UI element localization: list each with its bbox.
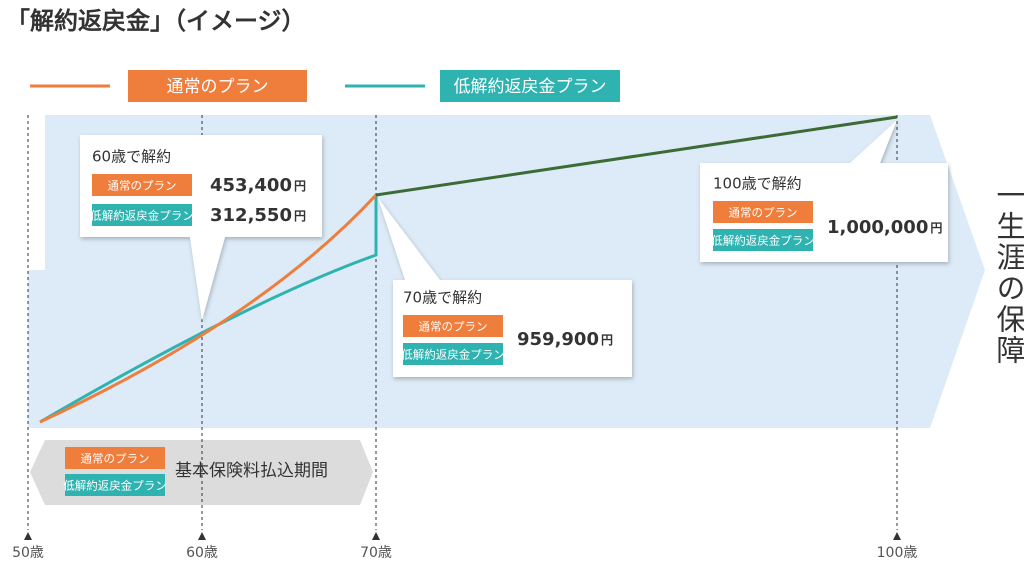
title: 「解約返戻金」（イメージ） — [6, 7, 306, 35]
amount-unit: 円 — [601, 333, 613, 347]
plan-badge-text: 低解約返戻金プラン — [401, 348, 505, 362]
amount: 959,900 円 — [517, 329, 613, 350]
plan-badge — [440, 70, 620, 102]
amount-unit: 円 — [294, 209, 306, 223]
low-refund-line — [39, 195, 378, 424]
amount: 453,400 円 — [210, 175, 306, 196]
plan-badge-text: 通常のプラン — [419, 320, 488, 334]
amount-value: 1,000,000 — [827, 217, 928, 238]
plan-badge-text: 通常のプラン — [81, 452, 150, 466]
plan-badge — [403, 343, 503, 365]
callout-heading: 100歳で解約 — [713, 175, 802, 193]
plan-badge — [92, 174, 192, 196]
normal-line — [39, 193, 378, 424]
plan-badge-text: 通常のプラン — [167, 77, 269, 97]
plan-badge — [128, 70, 307, 102]
amount-value: 453,400 — [210, 175, 292, 196]
plan-badge — [713, 201, 813, 223]
callout-heading: 70歳で解約 — [403, 289, 482, 307]
plan-badge-text: 低解約返戻金プラン — [454, 77, 607, 97]
callout-box — [700, 120, 948, 262]
age-label: 70歳 — [360, 545, 392, 561]
age-label: 50歳 — [12, 545, 44, 561]
lifetime-label: 一生涯の保障 — [992, 180, 1024, 366]
plan-badge-text: 通常のプラン — [108, 179, 177, 193]
plan-badge — [713, 229, 813, 251]
payment-period-label: 基本保険料払込期間 — [175, 461, 328, 481]
age-label: 100歳 — [877, 545, 918, 561]
plan-badge-text: 低解約返戻金プラン — [63, 479, 167, 493]
amount-value: 959,900 — [517, 329, 599, 350]
age-marker — [198, 532, 206, 540]
plan-badge — [65, 474, 165, 496]
plan-badge-text: 低解約返戻金プラン — [90, 209, 194, 223]
plan-badge — [403, 315, 503, 337]
age-marker — [372, 532, 380, 540]
plan-badge — [65, 447, 165, 469]
amount-value: 312,550 — [210, 205, 292, 226]
amount-unit: 円 — [294, 179, 306, 193]
age-label: 60歳 — [186, 545, 218, 561]
amount: 1,000,000 円 — [827, 217, 942, 238]
plan-badge — [92, 204, 192, 226]
amount-unit: 円 — [930, 221, 942, 235]
plan-badge-text: 通常のプラン — [729, 206, 798, 220]
callout-heading: 60歳で解約 — [92, 148, 171, 166]
amount: 312,550 円 — [210, 205, 306, 226]
age-marker — [24, 532, 32, 540]
age-marker — [893, 532, 901, 540]
plan-badge-text: 低解約返戻金プラン — [711, 234, 815, 248]
combined-line — [375, 115, 898, 197]
